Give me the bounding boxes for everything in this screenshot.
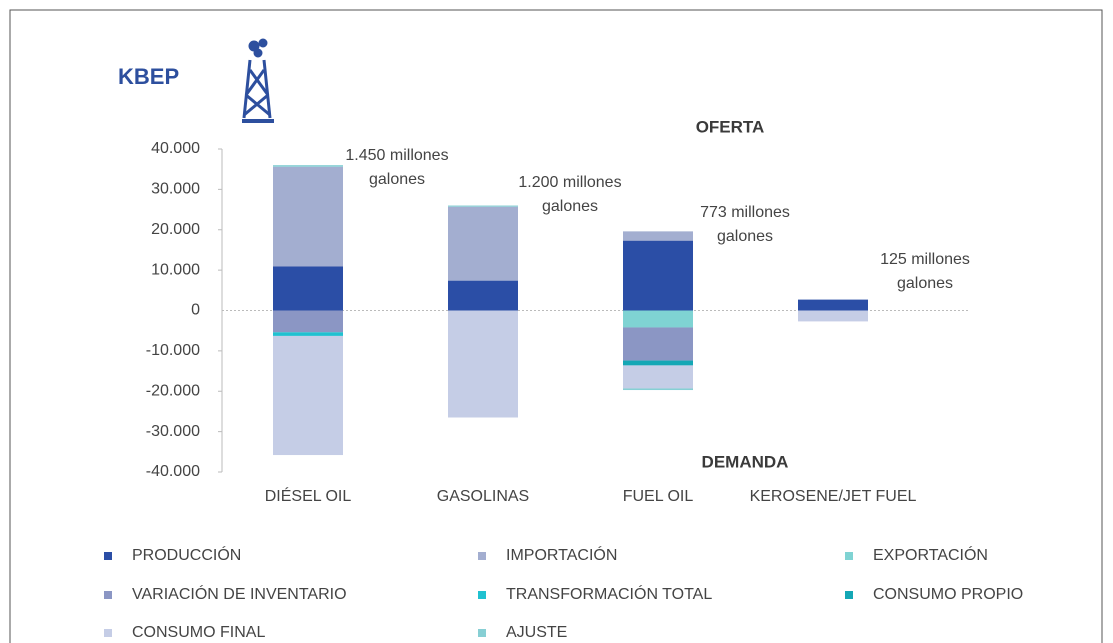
y-tick-label: 30.000 [151, 181, 200, 198]
bar-segment [273, 165, 343, 167]
bar-label: galones [717, 228, 773, 245]
legend-swatch [845, 591, 853, 599]
bar-segment [273, 335, 343, 456]
bar-segment [273, 332, 343, 336]
bar-segment [623, 240, 693, 311]
derrick-icon [242, 38, 274, 123]
y-tick-label: -10.000 [146, 342, 200, 359]
bar-label: 1.200 millones [518, 174, 621, 191]
y-tick-label: 20.000 [151, 221, 200, 238]
legend-swatch [478, 629, 486, 637]
bar-label: 773 millones [700, 204, 790, 221]
y-tick-label: 40.000 [151, 140, 200, 157]
legend-label: CONSUMO PROPIO [873, 586, 1023, 603]
bar-segment [448, 310, 518, 418]
bar-segment [798, 310, 868, 322]
legend-swatch [478, 591, 486, 599]
legend-label: AJUSTE [506, 624, 567, 641]
bar-segment [623, 310, 693, 328]
annotation: DEMANDA [702, 452, 789, 471]
bar-label: 125 millones [880, 251, 970, 268]
bar-segment [623, 360, 693, 366]
bar-label: 1.450 millones [345, 147, 448, 164]
bar-segment [623, 365, 693, 389]
bar-segment [273, 166, 343, 267]
y-tick-label: 10.000 [151, 261, 200, 278]
legend-swatch [478, 552, 486, 560]
x-tick-label: FUEL OIL [623, 488, 694, 505]
bar-segment [623, 327, 693, 361]
frame [9, 9, 1103, 643]
legend-label: VARIACIÓN DE INVENTARIO [132, 584, 347, 603]
bar-label: galones [369, 171, 425, 188]
y-tick-label: 0 [191, 302, 200, 319]
bar-label: galones [897, 275, 953, 292]
x-tick-label: KEROSENE/JET FUEL [750, 488, 917, 505]
bar-segment [448, 280, 518, 311]
legend-label: EXPORTACIÓN [873, 545, 988, 564]
y-tick-label: -40.000 [146, 463, 200, 480]
legend-label: CONSUMO FINAL [132, 624, 265, 641]
y-axis-label: KBEP [118, 64, 179, 89]
bar-segment [273, 266, 343, 311]
legend-label: IMPORTACIÓN [506, 545, 617, 564]
bar-label: galones [542, 198, 598, 215]
bar-segment [273, 310, 343, 333]
bar-segment [448, 206, 518, 281]
annotation: OFERTA [696, 117, 765, 136]
bar-segment [448, 205, 518, 207]
bar-segment [798, 299, 868, 311]
legend-swatch [845, 552, 853, 560]
bar-segment [623, 231, 693, 241]
legend-swatch [104, 552, 112, 560]
y-tick-label: -30.000 [146, 423, 200, 440]
y-tick-label: -20.000 [146, 382, 200, 399]
legend-label: PRODUCCIÓN [132, 545, 241, 564]
legend-swatch [104, 629, 112, 637]
legend-swatch [104, 591, 112, 599]
x-tick-label: GASOLINAS [437, 488, 529, 505]
legend-label: TRANSFORMACIÓN TOTAL [506, 584, 712, 603]
x-tick-label: DIÉSEL OIL [265, 486, 352, 505]
bar-segment [623, 388, 693, 391]
